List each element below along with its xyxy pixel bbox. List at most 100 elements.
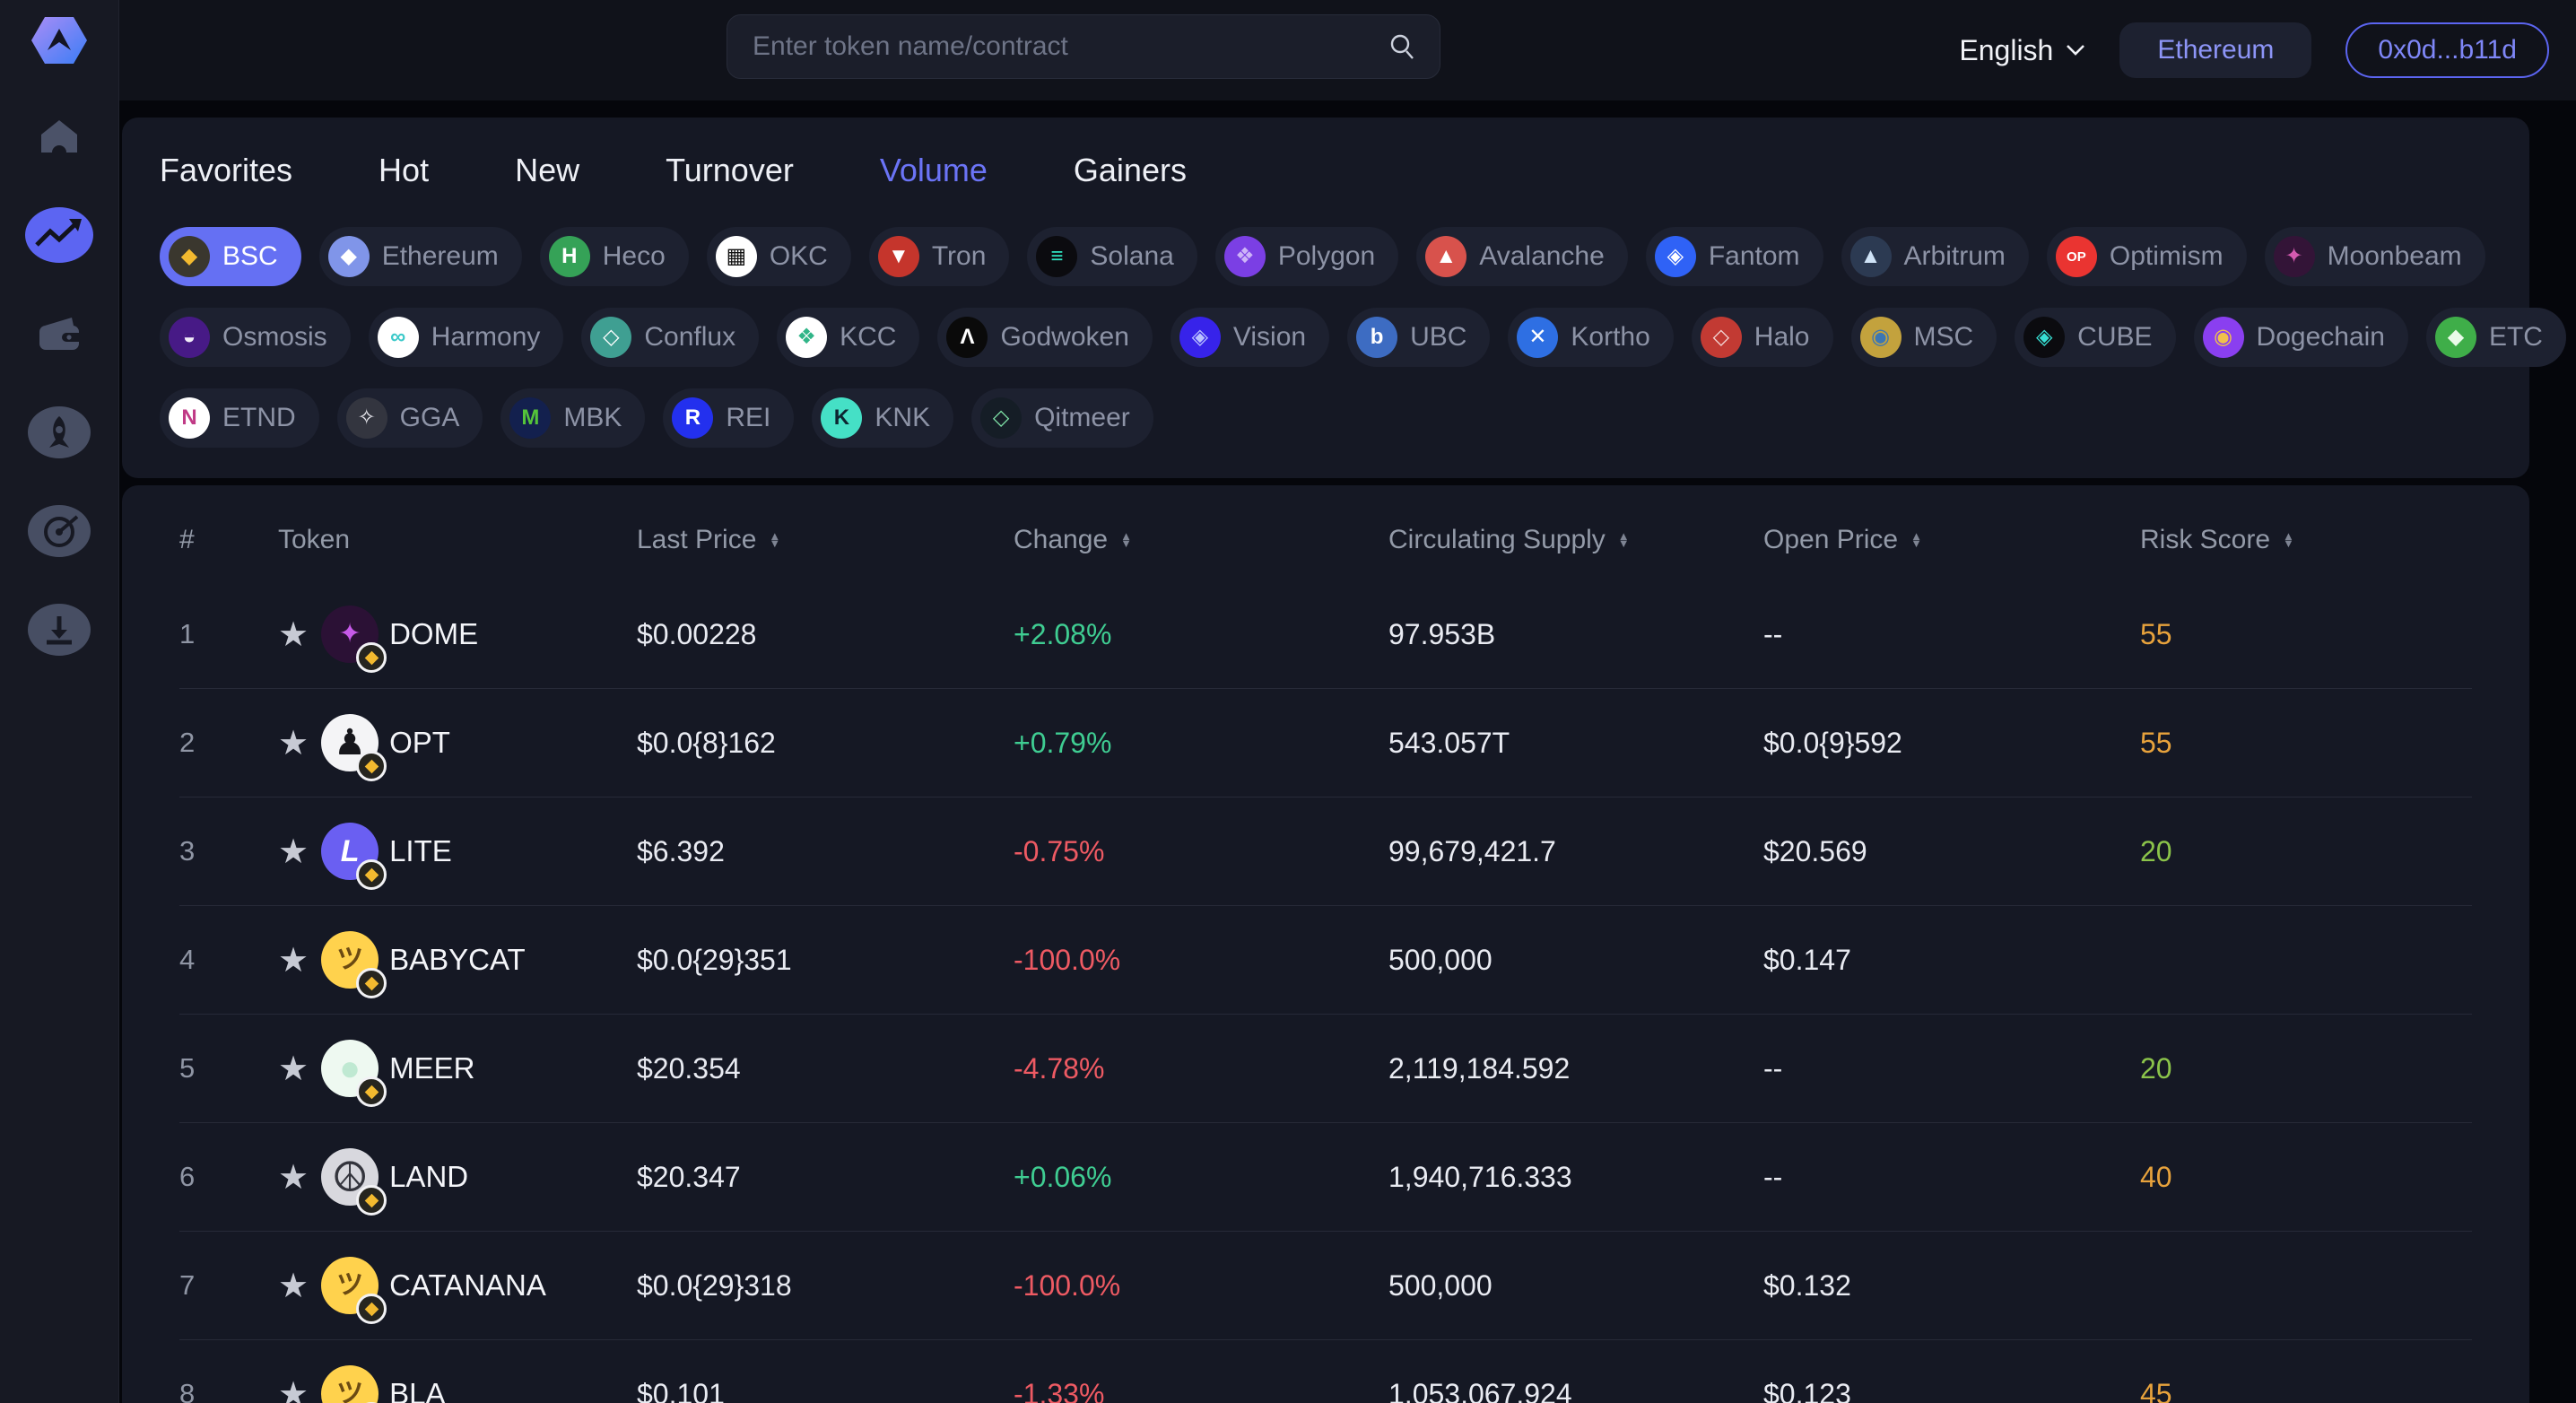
chain-chip-moonbeam[interactable]: ✦ Moonbeam <box>2264 227 2485 286</box>
table-row-catanana[interactable]: 7 ★ ツ CATANANA $0.0{29}318 -100.0% 500,0… <box>179 1231 2472 1339</box>
sidebar-item-market[interactable] <box>24 206 94 264</box>
tab-volume[interactable]: Volume <box>879 152 988 188</box>
chain-chip-osmosis[interactable]: ◒ Osmosis <box>160 308 351 367</box>
table-row-opt[interactable]: 2 ★ ♟ OPT $0.0{8}162 +0.79% 543.057T $0.… <box>179 688 2472 797</box>
chain-chip-okc[interactable]: ▦ OKC <box>706 227 851 286</box>
change-cell: -100.0% <box>1014 1268 1121 1302</box>
token-name: CATANANA <box>389 1268 546 1302</box>
chain-chip-dogechain[interactable]: ◉ Dogechain <box>2193 308 2408 367</box>
chain-chip-cube[interactable]: ◈ CUBE <box>2015 308 2176 367</box>
favorite-star-icon[interactable]: ★ <box>278 724 309 762</box>
sort-icon[interactable]: ▲ ▼ <box>1910 529 1922 550</box>
chain-chip-harmony[interactable]: ∞ Harmony <box>368 308 564 367</box>
table-row-lite[interactable]: 3 ★ L LITE $6.392 -0.75% 99,679,421.7 $2… <box>179 797 2472 905</box>
chain-chip-arbitrum[interactable]: ▲ Arbitrum <box>1841 227 2029 286</box>
table-row-dome[interactable]: 1 ★ ✦ DOME $0.00228 +2.08% 97.953B -- 55 <box>179 580 2472 688</box>
last-price-cell: $0.101 <box>637 1377 725 1403</box>
sidebar-item-radar[interactable] <box>24 502 94 560</box>
bsc-chain-badge-icon <box>356 968 387 998</box>
chain-filter: ◆ BSC ◆ Ethereum H Heco ▦ OKC ▼ Tron ≡ S… <box>160 227 2566 448</box>
table-row-land[interactable]: 6 ★ ☮ LAND $20.347 +0.06% 1,940,716.333 … <box>179 1122 2472 1231</box>
chain-chip-godwoken[interactable]: Λ Godwoken <box>937 308 1153 367</box>
chain-chip-tron[interactable]: ▼ Tron <box>868 227 1010 286</box>
chain-icon: ◆ <box>327 236 370 277</box>
chain-chip-conflux[interactable]: ◇ Conflux <box>581 308 760 367</box>
favorite-star-icon[interactable]: ★ <box>278 941 309 980</box>
favorite-star-icon[interactable]: ★ <box>278 832 309 871</box>
chain-chip-polygon[interactable]: ❖ Polygon <box>1214 227 1399 286</box>
favorite-star-icon[interactable]: ★ <box>278 1375 309 1403</box>
table-row-babycat[interactable]: 4 ★ ツ BABYCAT $0.0{29}351 -100.0% 500,00… <box>179 905 2472 1014</box>
topbar-actions: English Ethereum 0x0d...b11d <box>1959 0 2549 100</box>
app-logo-icon[interactable] <box>30 14 89 66</box>
sidebar-item-launchpad[interactable] <box>24 404 94 461</box>
chain-icon: M <box>509 397 552 439</box>
tab-gainers[interactable]: Gainers <box>1073 152 1187 188</box>
chain-chip-optimism[interactable]: OP Optimism <box>2046 227 2247 286</box>
bsc-chain-badge-icon <box>356 751 387 781</box>
chain-icon: N <box>169 397 210 439</box>
column-header--: # <box>179 525 195 554</box>
chain-filter-row: ◆ BSC ◆ Ethereum H Heco ▦ OKC ▼ Tron ≡ S… <box>160 227 2492 286</box>
risk-score-cell: 20 <box>2140 834 2172 867</box>
tab-favorites[interactable]: Favorites <box>160 152 293 188</box>
sort-icon[interactable]: ▲ ▼ <box>769 529 781 550</box>
chain-chip-bsc[interactable]: ◆ BSC <box>160 227 301 286</box>
chain-chip-mbk[interactable]: M MBK <box>500 388 646 448</box>
sidebar-item-wallet[interactable] <box>24 305 94 362</box>
favorite-star-icon[interactable]: ★ <box>278 1267 309 1305</box>
last-price-cell: $6.392 <box>637 834 725 867</box>
tab-new[interactable]: New <box>515 152 580 188</box>
chain-chip-vision[interactable]: ◈ Vision <box>1170 308 1330 367</box>
chain-icon: ◆ <box>169 236 210 277</box>
tab-turnover[interactable]: Turnover <box>666 152 794 188</box>
chain-chip-avalanche[interactable]: ▲ Avalanche <box>1416 227 1628 286</box>
chain-chip-ethereum[interactable]: ◆ Ethereum <box>318 227 522 286</box>
chain-chip-rei[interactable]: R REI <box>663 388 795 448</box>
sidebar-item-download[interactable] <box>24 601 94 658</box>
chain-filter-row: ◒ Osmosis ∞ Harmony ◇ Conflux ❖ KCC Λ Go… <box>160 308 2566 367</box>
token-name: BABYCAT <box>389 943 526 976</box>
network-button[interactable]: Ethereum <box>2119 22 2312 78</box>
chain-icon: ◒ <box>169 317 210 358</box>
chain-chip-etnd[interactable]: N ETND <box>160 388 319 448</box>
chain-icon: ◇ <box>1700 317 1742 358</box>
chain-chip-msc[interactable]: ◉ MSC <box>1850 308 1997 367</box>
topbar: English Ethereum 0x0d...b11d <box>118 0 2576 100</box>
sidebar-item-home[interactable] <box>24 108 94 165</box>
search-input[interactable] <box>751 30 1389 63</box>
chain-chip-kcc[interactable]: ❖ KCC <box>777 308 920 367</box>
chain-chip-qitmeer[interactable]: ◇ Qitmeer <box>971 388 1153 448</box>
table-row-bla[interactable]: 8 ★ ツ BLA $0.101 -1.33% 1,053,067.924 $0… <box>179 1339 2472 1403</box>
favorite-star-icon[interactable]: ★ <box>278 1158 309 1197</box>
chain-chip-heco[interactable]: H Heco <box>539 227 689 286</box>
column-header-token: Token <box>278 525 351 554</box>
table-row-meer[interactable]: 5 ★ ● MEER $20.354 -4.78% 2,119,184.592 … <box>179 1014 2472 1122</box>
search-icon[interactable] <box>1389 33 1416 60</box>
sort-icon[interactable]: ▲ ▼ <box>1617 529 1630 550</box>
chain-chip-ubc[interactable]: b UBC <box>1347 308 1491 367</box>
bsc-chain-badge-icon <box>356 1185 387 1216</box>
chain-icon: Λ <box>946 317 988 358</box>
chain-chip-kortho[interactable]: ✕ Kortho <box>1508 308 1674 367</box>
sort-icon[interactable]: ▲ ▼ <box>1120 529 1132 550</box>
chain-chip-halo[interactable]: ◇ Halo <box>1691 308 1833 367</box>
chain-chip-fantom[interactable]: ◈ Fantom <box>1645 227 1823 286</box>
language-selector[interactable]: English <box>1959 34 2085 67</box>
token-name: DOME <box>389 617 479 650</box>
chain-chip-etc[interactable]: ◆ ETC <box>2425 308 2566 367</box>
chain-chip-solana[interactable]: ≡ Solana <box>1027 227 1197 286</box>
last-price-cell: $0.0{29}351 <box>637 943 792 976</box>
chain-icon: ▲ <box>1425 236 1467 277</box>
favorite-star-icon[interactable]: ★ <box>278 615 309 654</box>
wallet-address-button[interactable]: 0x0d...b11d <box>2345 22 2549 78</box>
token-cell: ★ ✦ DOME <box>278 606 637 673</box>
chain-chip-gga[interactable]: ✧ GGA <box>336 388 483 448</box>
tab-hot[interactable]: Hot <box>379 152 430 188</box>
sort-icon[interactable]: ▲ ▼ <box>2283 529 2294 550</box>
change-cell: -4.78% <box>1014 1051 1105 1085</box>
favorite-star-icon[interactable]: ★ <box>278 1050 309 1088</box>
chain-chip-knk[interactable]: K KNK <box>812 388 954 448</box>
risk-score-cell: 40 <box>2140 1160 2172 1193</box>
open-price-cell: -- <box>1763 617 1783 650</box>
